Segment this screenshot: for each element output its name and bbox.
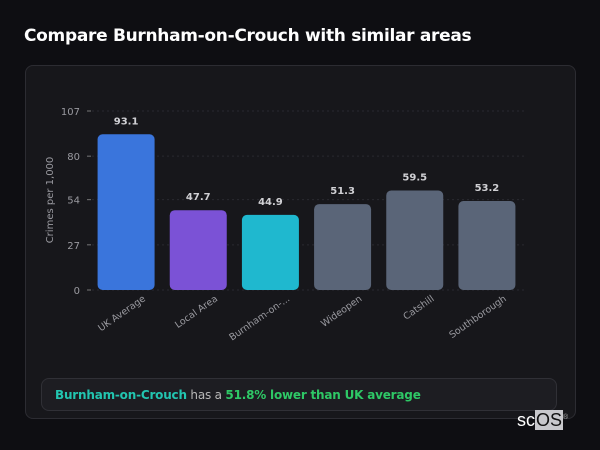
bar-3 bbox=[314, 204, 372, 290]
y-tick-label: 0 bbox=[74, 286, 80, 297]
y-axis-label: Crimes per 1,000 bbox=[45, 157, 56, 244]
data-label: 44.9 bbox=[258, 197, 283, 208]
x-tick-label: Burnham-on-... bbox=[227, 293, 292, 343]
x-tick-label: Catshill bbox=[401, 293, 436, 322]
data-label: 53.2 bbox=[475, 183, 500, 194]
x-tick-label: Local Area bbox=[173, 293, 220, 330]
summary-text: has a bbox=[186, 388, 226, 402]
y-tick-label: 107 bbox=[61, 107, 80, 118]
y-tick-label: 27 bbox=[67, 241, 80, 252]
scos-logo: scOS® bbox=[517, 410, 569, 430]
bar-4 bbox=[386, 190, 444, 290]
data-label: 51.3 bbox=[330, 186, 355, 197]
summary-box: Burnham-on-Crouch has a 51.8% lower than… bbox=[41, 378, 557, 411]
x-tick-label: Southborough bbox=[447, 293, 508, 340]
data-label: 59.5 bbox=[402, 172, 427, 183]
page-title: Compare Burnham-on-Crouch with similar a… bbox=[24, 26, 472, 46]
summary-stat: 51.8% lower than UK average bbox=[225, 388, 421, 402]
x-tick-label: Wideopen bbox=[319, 293, 364, 329]
y-tick-label: 80 bbox=[67, 152, 80, 163]
bar-0 bbox=[97, 134, 155, 290]
y-tick-label: 54 bbox=[67, 196, 80, 207]
summary-area: Burnham-on-Crouch bbox=[55, 388, 187, 402]
data-label: 47.7 bbox=[186, 192, 211, 203]
x-tick-label: UK Average bbox=[96, 293, 148, 334]
bar-2 bbox=[241, 214, 299, 290]
bar-5 bbox=[458, 201, 516, 290]
data-label: 93.1 bbox=[114, 116, 139, 127]
bar-1 bbox=[169, 210, 227, 290]
